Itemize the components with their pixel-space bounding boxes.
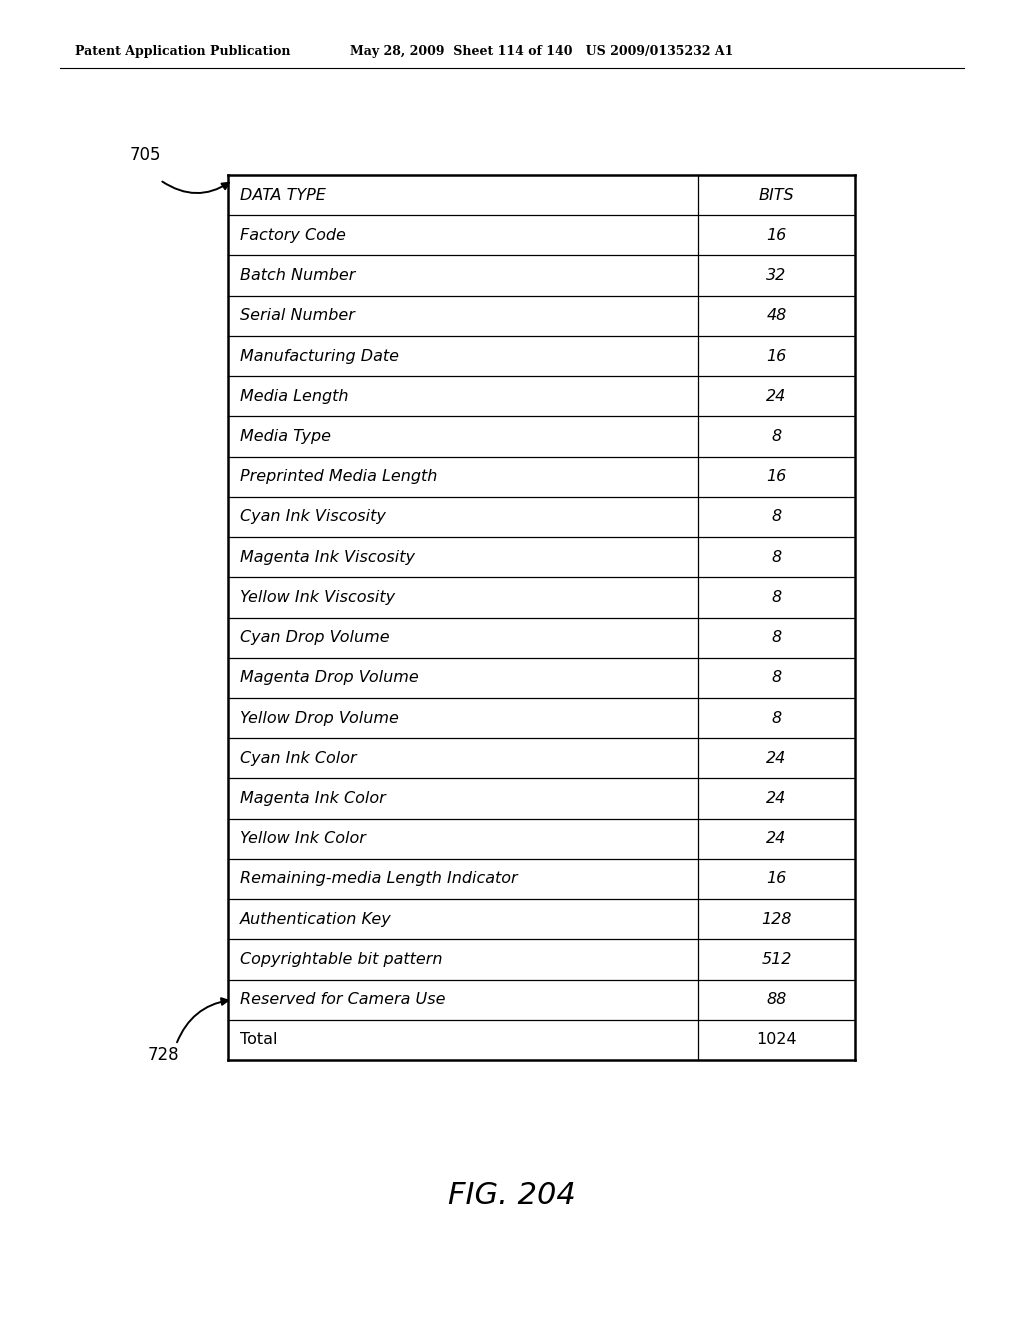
Text: Total: Total — [240, 1032, 278, 1047]
Text: Yellow Ink Viscosity: Yellow Ink Viscosity — [240, 590, 395, 605]
Text: 24: 24 — [766, 832, 786, 846]
Text: Media Length: Media Length — [240, 389, 348, 404]
Text: 16: 16 — [766, 871, 786, 887]
Text: 1024: 1024 — [756, 1032, 797, 1047]
Text: Patent Application Publication: Patent Application Publication — [75, 45, 291, 58]
Text: DATA TYPE: DATA TYPE — [240, 187, 326, 202]
Text: Preprinted Media Length: Preprinted Media Length — [240, 469, 437, 484]
Text: 16: 16 — [766, 469, 786, 484]
Text: Yellow Drop Volume: Yellow Drop Volume — [240, 710, 399, 726]
Text: 8: 8 — [771, 590, 781, 605]
Text: Magenta Ink Viscosity: Magenta Ink Viscosity — [240, 549, 415, 565]
Text: Manufacturing Date: Manufacturing Date — [240, 348, 399, 363]
Text: Reserved for Camera Use: Reserved for Camera Use — [240, 993, 445, 1007]
Text: May 28, 2009  Sheet 114 of 140   US 2009/0135232 A1: May 28, 2009 Sheet 114 of 140 US 2009/01… — [350, 45, 733, 58]
Text: Factory Code: Factory Code — [240, 228, 346, 243]
Text: Remaining-media Length Indicator: Remaining-media Length Indicator — [240, 871, 517, 887]
Text: 512: 512 — [761, 952, 792, 968]
Text: 16: 16 — [766, 348, 786, 363]
Text: 8: 8 — [771, 549, 781, 565]
Text: 24: 24 — [766, 751, 786, 766]
Text: Batch Number: Batch Number — [240, 268, 355, 282]
Text: Magenta Drop Volume: Magenta Drop Volume — [240, 671, 419, 685]
Text: Cyan Ink Color: Cyan Ink Color — [240, 751, 356, 766]
Text: 48: 48 — [766, 309, 786, 323]
Text: Cyan Drop Volume: Cyan Drop Volume — [240, 630, 389, 645]
Text: 24: 24 — [766, 791, 786, 807]
Text: BITS: BITS — [759, 187, 795, 202]
Text: 16: 16 — [766, 228, 786, 243]
Text: Cyan Ink Viscosity: Cyan Ink Viscosity — [240, 510, 386, 524]
Text: 24: 24 — [766, 389, 786, 404]
Text: Media Type: Media Type — [240, 429, 331, 444]
Text: 128: 128 — [761, 912, 792, 927]
Text: 32: 32 — [766, 268, 786, 282]
Text: 728: 728 — [148, 1045, 179, 1064]
Text: 8: 8 — [771, 510, 781, 524]
Text: FIG. 204: FIG. 204 — [449, 1180, 575, 1209]
Text: 8: 8 — [771, 429, 781, 444]
Text: Serial Number: Serial Number — [240, 309, 355, 323]
Text: 88: 88 — [766, 993, 786, 1007]
Text: Yellow Ink Color: Yellow Ink Color — [240, 832, 366, 846]
Text: Copyrightable bit pattern: Copyrightable bit pattern — [240, 952, 442, 968]
Text: 705: 705 — [130, 147, 162, 164]
Text: 8: 8 — [771, 710, 781, 726]
Text: 8: 8 — [771, 630, 781, 645]
Text: 8: 8 — [771, 671, 781, 685]
Text: Magenta Ink Color: Magenta Ink Color — [240, 791, 386, 807]
Text: Authentication Key: Authentication Key — [240, 912, 392, 927]
